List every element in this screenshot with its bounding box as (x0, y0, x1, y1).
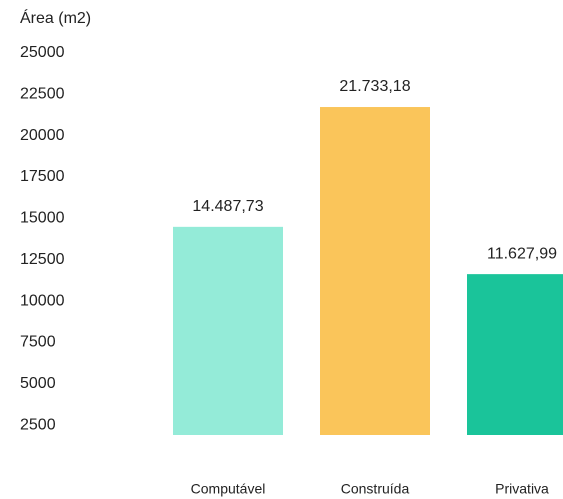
y-tick-label: 22500 (20, 86, 65, 103)
y-axis-label: Área (m2) (20, 8, 91, 27)
y-tick-label: 25000 (20, 44, 65, 61)
bar (173, 226, 283, 435)
x-tick-label: Computável (191, 481, 266, 497)
bar (467, 274, 563, 435)
bar (320, 107, 430, 435)
x-tick-label: Privativa (495, 481, 549, 497)
value-label: 11.627,99 (487, 245, 557, 262)
y-tick-label: 5000 (20, 375, 56, 392)
y-tick-label: 10000 (20, 292, 65, 309)
value-label: 14.487,73 (192, 198, 263, 215)
y-tick-label: 17500 (20, 168, 65, 185)
y-tick-label: 15000 (20, 210, 65, 227)
y-tick-label: 2500 (20, 416, 56, 433)
value-label: 21.733,18 (339, 78, 410, 95)
y-tick-label: 7500 (20, 334, 56, 351)
y-tick-label: 12500 (20, 251, 65, 268)
y-tick-label: 20000 (20, 127, 65, 144)
x-tick-label: Construída (341, 481, 410, 497)
